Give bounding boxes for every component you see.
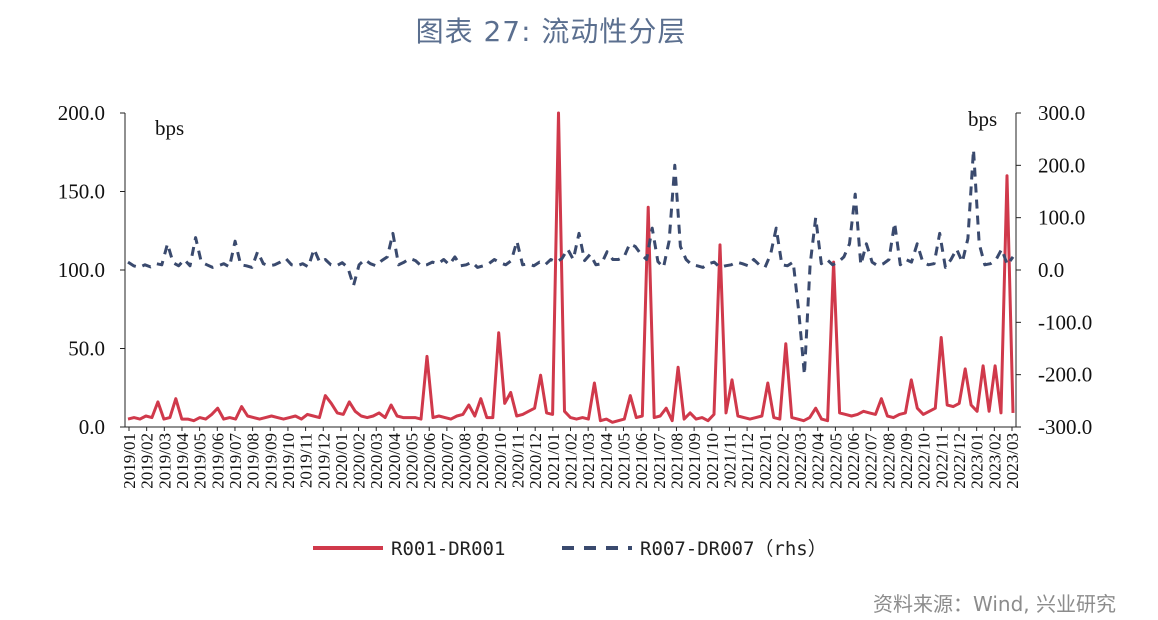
right-tick-label: -300.0 bbox=[1038, 415, 1092, 439]
x-tick-label: 2020/07 bbox=[438, 433, 457, 489]
x-tick-label: 2021/01 bbox=[544, 433, 563, 489]
left-tick-label: 0.0 bbox=[79, 415, 105, 439]
x-tick-label: 2022/10 bbox=[915, 433, 934, 489]
chart-title: 图表 27: 流动性分层 bbox=[415, 15, 687, 48]
x-tick-label: 2019/09 bbox=[261, 433, 280, 489]
x-tick-label: 2020/11 bbox=[509, 433, 528, 488]
x-tick-label: 2022/02 bbox=[773, 433, 792, 489]
series-line-0 bbox=[127, 111, 1015, 424]
x-tick-label: 2022/01 bbox=[756, 433, 775, 489]
x-tick-label: 2021/11 bbox=[720, 433, 739, 488]
x-tick-label: 2020/10 bbox=[491, 433, 510, 489]
x-tick-label: 2021/02 bbox=[562, 433, 581, 489]
x-tick-label: 2019/03 bbox=[155, 433, 174, 489]
x-tick-label: 2019/05 bbox=[191, 433, 210, 489]
x-tick-label: 2019/06 bbox=[208, 433, 227, 489]
left-tick-label: 200.0 bbox=[58, 101, 105, 125]
x-tick-label: 2020/12 bbox=[526, 433, 545, 489]
x-tick-label: 2023/02 bbox=[985, 433, 1004, 489]
x-tick-label: 2022/11 bbox=[932, 433, 951, 488]
x-tick-label: 2022/12 bbox=[950, 433, 969, 489]
x-tick-label: 2019/10 bbox=[279, 433, 298, 489]
x-tick-label: 2022/03 bbox=[791, 433, 810, 489]
x-tick-label: 2022/08 bbox=[879, 433, 898, 489]
x-tick-label: 2021/03 bbox=[579, 433, 598, 489]
x-tick-label: 2022/04 bbox=[809, 433, 828, 489]
left-unit-label: bps bbox=[155, 116, 184, 140]
x-tick-label: 2020/09 bbox=[473, 433, 492, 489]
chart-axes: 0.0 50.0 100.0 150.0 200.0 -300.0 -200.0 -100.0… bbox=[58, 101, 1093, 489]
right-tick-label: 100.0 bbox=[1038, 206, 1085, 230]
x-tick-label: 2023/01 bbox=[968, 433, 987, 489]
x-tick-label: 2022/09 bbox=[897, 433, 916, 489]
legend-label-0: R001-DR001 bbox=[391, 538, 505, 560]
x-tick-label: 2020/08 bbox=[456, 433, 475, 489]
x-tick-label: 2020/05 bbox=[403, 433, 422, 489]
x-tick-label: 2021/12 bbox=[738, 433, 757, 489]
x-tick-label: 2021/09 bbox=[685, 433, 704, 489]
right-tick-label: -100.0 bbox=[1038, 310, 1092, 334]
x-tick-label: 2019/07 bbox=[226, 433, 245, 489]
x-tick-label: 2023/03 bbox=[1003, 433, 1022, 489]
x-tick-label: 2019/01 bbox=[120, 433, 139, 489]
chart-legend: R001-DR001 R007-DR007（rhs） bbox=[313, 538, 827, 560]
x-tick-label: 2019/08 bbox=[244, 433, 263, 489]
right-tick-label: 300.0 bbox=[1038, 101, 1085, 125]
legend-label-1: R007-DR007（rhs） bbox=[640, 538, 827, 560]
chart-series bbox=[127, 111, 1015, 424]
x-tick-label: 2020/03 bbox=[367, 433, 386, 489]
x-tick-label: 2021/05 bbox=[614, 433, 633, 489]
series-line-1 bbox=[127, 148, 1015, 377]
x-tick-label: 2021/07 bbox=[650, 433, 669, 489]
x-tick-label: 2019/02 bbox=[138, 433, 157, 489]
x-tick-label: 2021/04 bbox=[597, 433, 616, 489]
x-tick-label: 2021/08 bbox=[667, 433, 686, 489]
x-tick-label: 2022/05 bbox=[826, 433, 845, 489]
x-tick-label: 2019/11 bbox=[297, 433, 316, 488]
right-tick-label: 200.0 bbox=[1038, 153, 1085, 177]
left-tick-label: 150.0 bbox=[58, 180, 105, 204]
right-unit-label: bps bbox=[968, 107, 997, 131]
x-tick-label: 2021/06 bbox=[632, 433, 651, 489]
x-tick-label: 2020/06 bbox=[420, 433, 439, 489]
x-tick-label: 2020/04 bbox=[385, 433, 404, 489]
x-tick-label: 2022/06 bbox=[844, 433, 863, 489]
x-tick-label: 2020/01 bbox=[332, 433, 351, 489]
x-tick-label: 2021/10 bbox=[703, 433, 722, 489]
x-tick-label: 2020/02 bbox=[350, 433, 369, 489]
x-tick-label: 2019/12 bbox=[314, 433, 333, 489]
x-tick-label: 2019/04 bbox=[173, 433, 192, 489]
right-tick-label: -200.0 bbox=[1038, 363, 1092, 387]
source-note: 资料来源：Wind, 兴业研究 bbox=[873, 592, 1116, 616]
left-tick-label: 100.0 bbox=[58, 258, 105, 282]
right-tick-label: 0.0 bbox=[1038, 258, 1064, 282]
x-tick-label: 2022/07 bbox=[862, 433, 881, 489]
left-tick-label: 50.0 bbox=[68, 337, 105, 361]
